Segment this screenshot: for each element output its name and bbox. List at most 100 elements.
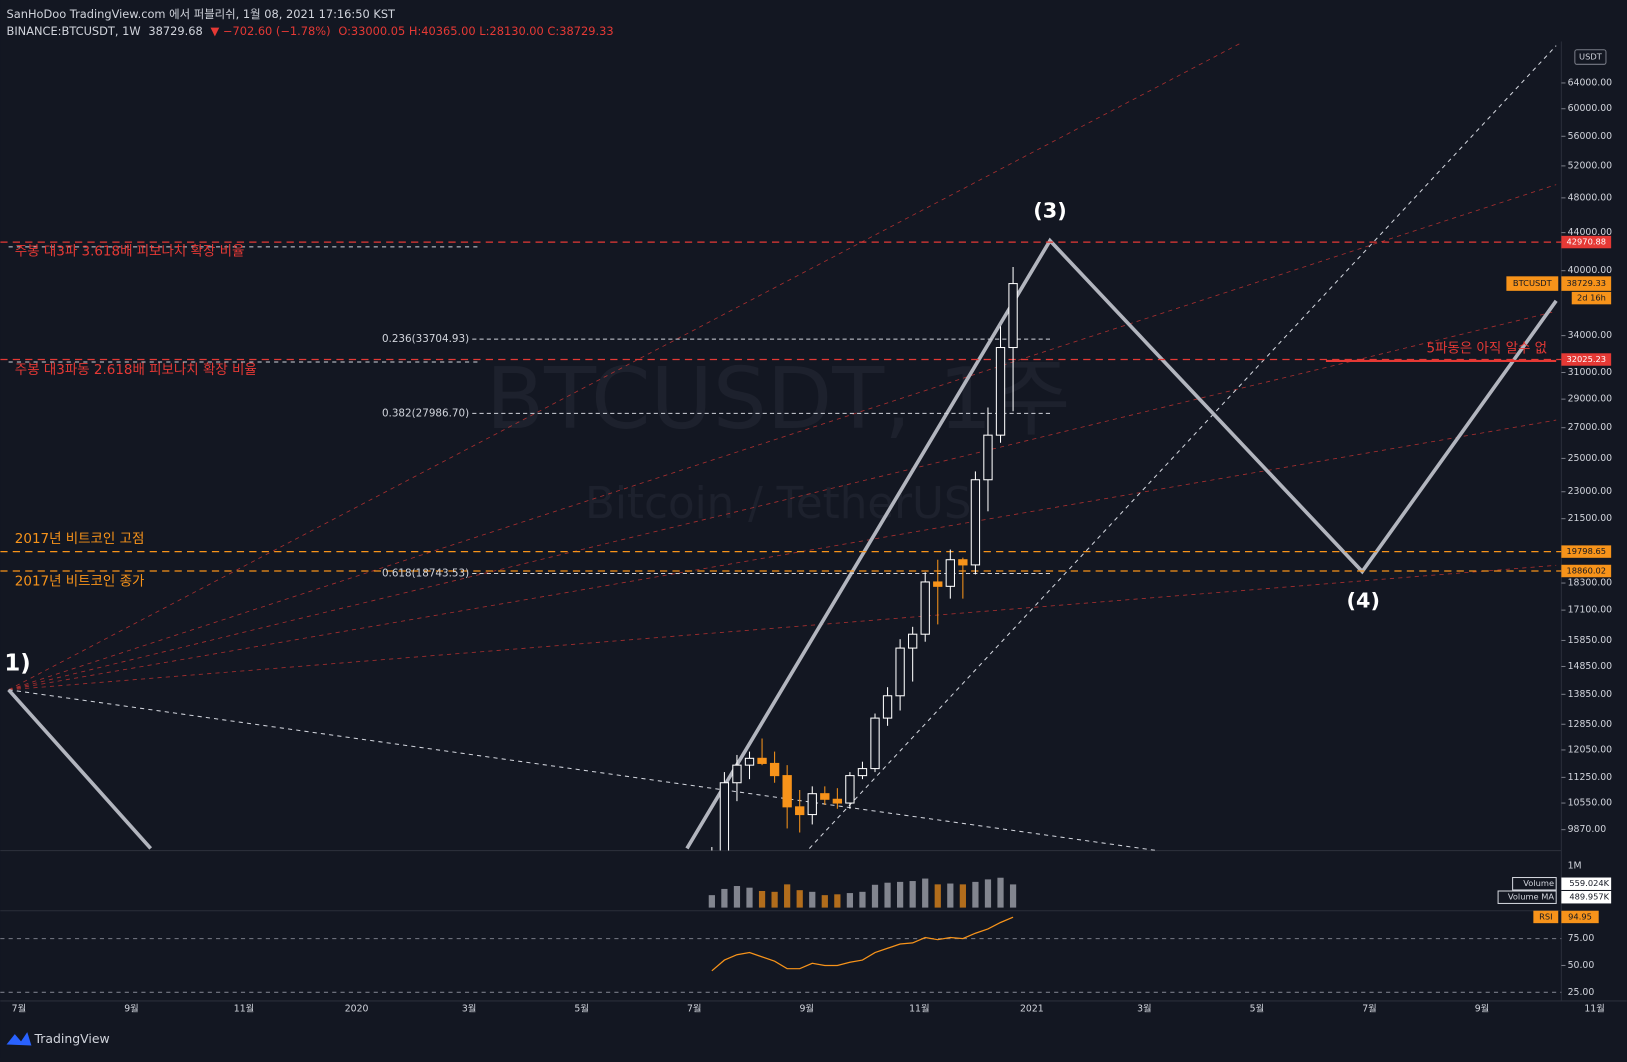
candle-body bbox=[920, 581, 930, 635]
volume-bar bbox=[708, 895, 715, 908]
y-tick-label: 18300.00 bbox=[1568, 578, 1613, 589]
fan-line bbox=[8, 184, 1557, 691]
x-tick-label: 5월 bbox=[574, 1003, 589, 1015]
logo bbox=[6, 1032, 32, 1046]
level-price: 18860.02 bbox=[1566, 566, 1606, 576]
change: ▼ −702.60 (−1.78%) bbox=[211, 24, 331, 38]
last-price: 38729.33 bbox=[1566, 278, 1606, 288]
header-symbol: BINANCE:BTCUSDT, 1W 38729.68 ▼ −702.60 (… bbox=[7, 24, 614, 38]
watermark: BTCUSDT, 1주 bbox=[486, 350, 1071, 449]
x-tick-label: 3월 bbox=[1137, 1003, 1152, 1015]
volume-bar bbox=[746, 887, 753, 908]
level-price-box bbox=[1561, 235, 1612, 249]
volume-ma-value: 489.957K bbox=[1569, 892, 1609, 902]
candle-body bbox=[832, 798, 843, 804]
level-text: 2017년 비트코인 고점 bbox=[15, 531, 145, 547]
last: 38729.68 bbox=[148, 24, 202, 38]
candle-body bbox=[757, 757, 767, 764]
x-tick-label: 11월 bbox=[234, 1003, 254, 1015]
candle-body bbox=[1008, 283, 1018, 349]
x-tick-label: 3월 bbox=[462, 1003, 477, 1015]
unit: USDT bbox=[1579, 52, 1603, 62]
candle-body bbox=[958, 559, 968, 566]
y-tick-label: 21500.00 bbox=[1568, 513, 1613, 524]
volume-bar bbox=[972, 881, 979, 908]
wave-path bbox=[7, 688, 153, 850]
wave-label: (3) bbox=[1033, 199, 1066, 223]
volume-bar bbox=[834, 894, 841, 908]
rsi-line bbox=[711, 916, 1014, 972]
candle-body bbox=[945, 559, 955, 587]
candle-body bbox=[795, 806, 805, 816]
level-price: 19798.65 bbox=[1566, 546, 1606, 556]
x-tick-label: 11월 bbox=[1584, 1003, 1604, 1015]
candle-body bbox=[744, 757, 755, 766]
candle-body bbox=[845, 775, 855, 804]
volume-bar bbox=[821, 895, 828, 908]
y-tick-label: 64000.00 bbox=[1568, 77, 1613, 88]
x-tick-label: 7월 bbox=[687, 1003, 702, 1015]
candle-body bbox=[983, 434, 993, 481]
x-tick-label: 11월 bbox=[909, 1003, 929, 1015]
trend-line bbox=[8, 689, 1157, 851]
trend-line bbox=[808, 45, 1557, 849]
wave-label: 1) bbox=[4, 650, 30, 676]
y-tick-label: 17100.00 bbox=[1568, 605, 1613, 616]
wave-path bbox=[685, 237, 1558, 850]
level-price-box bbox=[1561, 545, 1612, 558]
x-tick-label: 5월 bbox=[1250, 1003, 1265, 1015]
watermark: Bitcoin / TetherUS bbox=[585, 479, 972, 529]
header-published: SanHoDoo TradingView.com 에서 퍼블리쉬, 1월 08,… bbox=[7, 7, 396, 21]
footer: TradingView bbox=[34, 1031, 110, 1046]
x-tick-label: 7월 bbox=[12, 1003, 27, 1015]
rsi-name: RSI bbox=[1539, 911, 1552, 921]
candle-body bbox=[970, 479, 981, 566]
candle-body bbox=[933, 581, 943, 587]
fan-line bbox=[8, 564, 1557, 691]
y-tick-label: 29000.00 bbox=[1568, 394, 1613, 405]
candle-body bbox=[870, 717, 880, 770]
volume-bar bbox=[771, 891, 778, 908]
fib-label: 0.382(27986.70) bbox=[382, 407, 469, 419]
volume-bar bbox=[1009, 884, 1017, 908]
last-name: BTCUSDT bbox=[1513, 278, 1553, 288]
level-text: 주봉 대3파동 2.618배 피보나치 확장 비율 bbox=[15, 362, 257, 378]
symbol: BINANCE:BTCUSDT, 1W bbox=[7, 24, 141, 38]
candle-body bbox=[895, 647, 905, 697]
x-tick-label: 2021 bbox=[1020, 1004, 1044, 1015]
y-tick-label: 23000.00 bbox=[1568, 486, 1613, 497]
y-tick-label: 15850.00 bbox=[1568, 635, 1613, 646]
y-tick-label: 56000.00 bbox=[1568, 131, 1613, 142]
level-text: 2017년 비트코인 종가 bbox=[15, 573, 145, 589]
y-tick-label: 25000.00 bbox=[1568, 453, 1613, 464]
y-tick-label: 44000.00 bbox=[1568, 227, 1613, 238]
volume-box bbox=[1512, 876, 1557, 891]
volume-bar bbox=[784, 884, 791, 908]
y-tick-label: 12850.00 bbox=[1568, 719, 1613, 730]
volume-bar bbox=[896, 881, 904, 908]
volume-ma-name: Volume MA bbox=[1508, 892, 1555, 902]
candle-body bbox=[857, 768, 868, 777]
y-tick-label: 31000.00 bbox=[1568, 367, 1613, 378]
countdown: 2d 16h bbox=[1577, 293, 1606, 303]
volume-bar bbox=[758, 891, 766, 908]
volume-bar bbox=[997, 877, 1004, 908]
volume-value: 559.024K bbox=[1569, 878, 1609, 888]
rsi-tick-label: 50.00 bbox=[1568, 960, 1595, 971]
y-tick-label: 9870.00 bbox=[1568, 824, 1607, 835]
rsi-value: 94.95 bbox=[1568, 911, 1592, 921]
candle-body bbox=[782, 775, 792, 808]
ohlc: O:33000.05 H:40365.00 L:28130.00 C:38729… bbox=[338, 24, 613, 38]
volume-bar bbox=[871, 884, 879, 908]
y-tick-label: 48000.00 bbox=[1568, 192, 1613, 203]
volume-bar bbox=[922, 878, 929, 908]
last-price-box bbox=[1561, 276, 1612, 291]
x-tick-label: 2020 bbox=[345, 1004, 369, 1015]
y-tick-label: 40000.00 bbox=[1568, 265, 1613, 276]
volume-ma-value-box bbox=[1561, 891, 1612, 904]
volume-ma-box bbox=[1497, 890, 1557, 904]
y-tick-label: 11250.00 bbox=[1568, 772, 1613, 783]
rsi-tick-label: 75.00 bbox=[1568, 933, 1595, 944]
candle-body bbox=[882, 695, 893, 719]
